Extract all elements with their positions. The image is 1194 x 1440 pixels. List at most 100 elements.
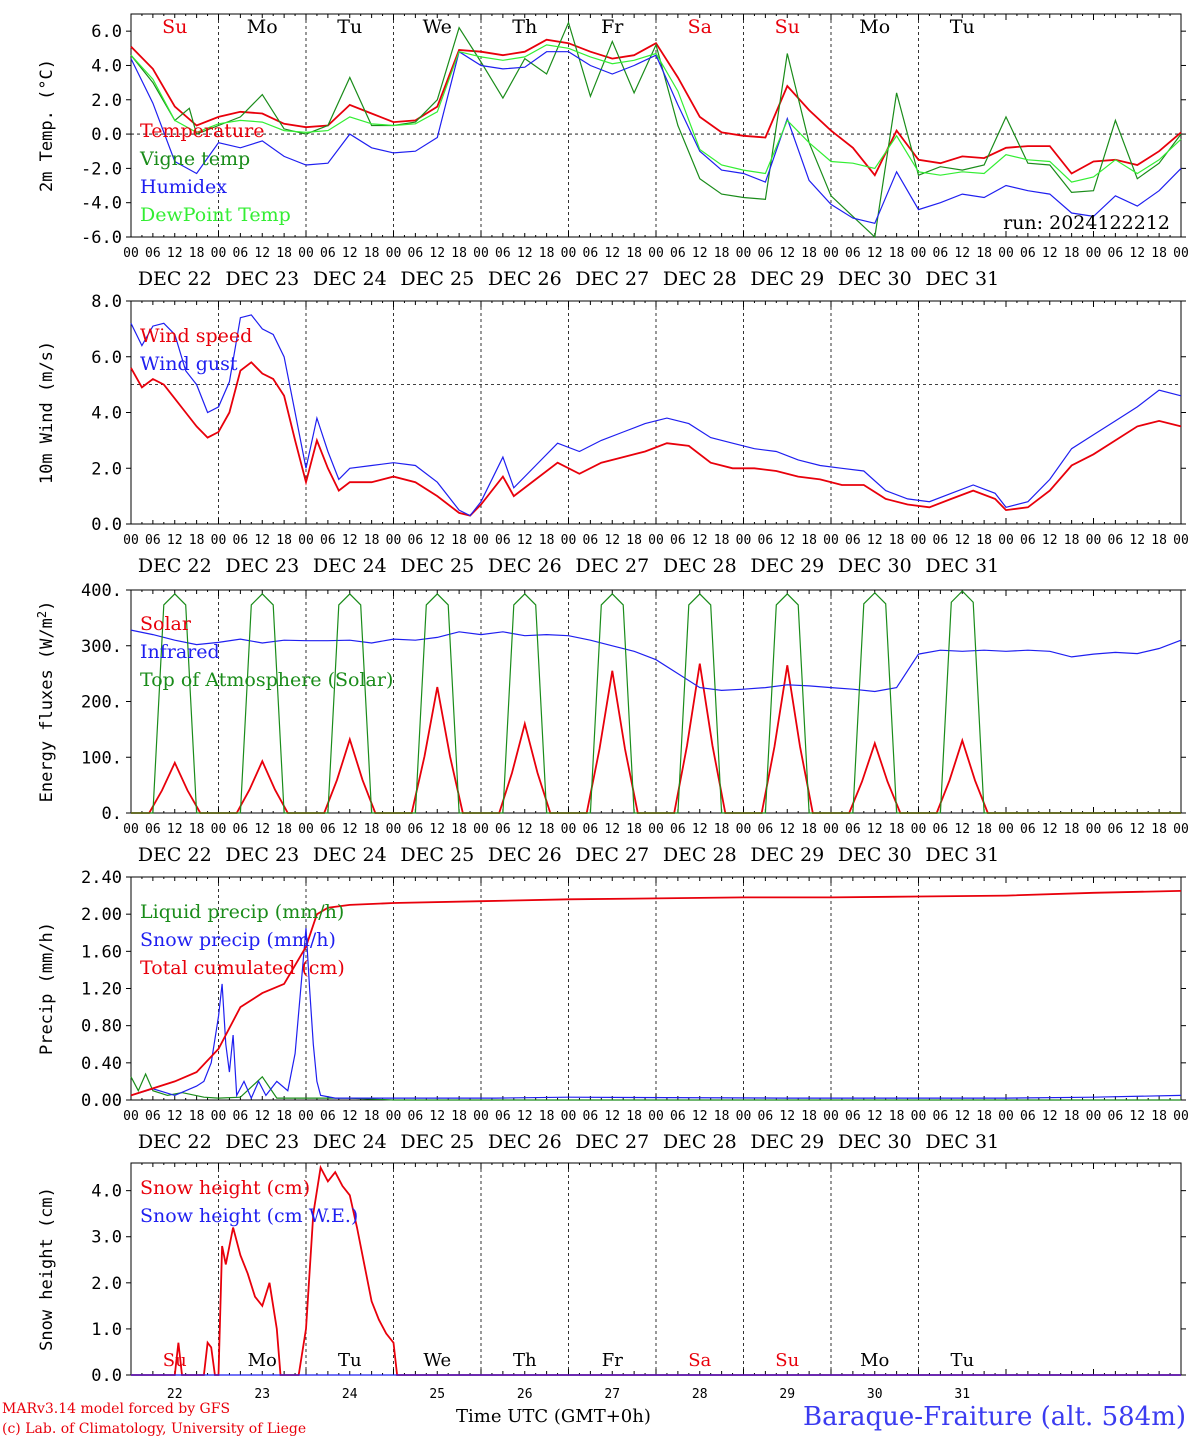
date-label: DEC 27 — [575, 1131, 649, 1153]
y-tick-label: 6.0 — [91, 348, 122, 368]
weekday-label: Sa — [688, 16, 712, 38]
hour-tick-label: 18 — [801, 1109, 817, 1124]
date-label: DEC 24 — [313, 555, 387, 577]
weekday-label: Su — [162, 16, 187, 38]
hour-tick-label: 06 — [408, 533, 424, 548]
hour-tick-label: 18 — [539, 1109, 555, 1124]
hour-tick-label: 06 — [495, 246, 511, 261]
hour-tick-label: 18 — [1064, 822, 1080, 837]
hour-tick-label: 18 — [364, 533, 380, 548]
hour-tick-label: 18 — [976, 246, 992, 261]
legend-entry: Vigne temp — [139, 148, 250, 170]
y-tick-label: 6.0 — [91, 22, 122, 42]
day-number-label: 30 — [867, 1387, 883, 1400]
hour-tick-label: 18 — [451, 246, 467, 261]
hour-tick-label: 00 — [648, 246, 664, 261]
hour-tick-label: 06 — [145, 822, 161, 837]
hour-tick-label: 06 — [1020, 822, 1036, 837]
hour-tick-label: 00 — [473, 1109, 489, 1124]
hour-tick-label: 00 — [561, 533, 577, 548]
hour-tick-label: 06 — [758, 1109, 774, 1124]
hour-tick-label: 00 — [298, 1109, 314, 1124]
hour-tick-label: 18 — [276, 533, 292, 548]
run-annotation: run: 2024122212 — [1003, 212, 1170, 234]
hour-tick-label: 06 — [408, 246, 424, 261]
y-tick-label: 0.0 — [91, 125, 122, 145]
day-number-label: 25 — [429, 1387, 445, 1400]
hour-tick-label: 00 — [648, 822, 664, 837]
hour-tick-label: 00 — [211, 533, 227, 548]
hour-tick-label: 18 — [1064, 1109, 1080, 1124]
meteogram: -6.0 -4.0 -2.0 0.0 2.0 4.0 6.0 2m Temp. (°C) Tem… — [35, 13, 1189, 1400]
hour-tick-label: 00 — [1173, 533, 1189, 548]
hour-tick-label: 06 — [145, 246, 161, 261]
hour-tick-label: 06 — [320, 533, 336, 548]
hour-tick-label: 12 — [342, 246, 358, 261]
date-label: DEC 30 — [838, 1131, 912, 1153]
hour-tick-label: 18 — [1151, 533, 1167, 548]
hour-tick-label: 18 — [801, 246, 817, 261]
legend-entry: Top of Atmosphere (Solar) — [140, 669, 393, 691]
y-tick-label: 100. — [81, 748, 122, 768]
hour-tick-label: 18 — [714, 533, 730, 548]
hour-tick-label: 18 — [276, 246, 292, 261]
day-number-label: 27 — [604, 1387, 620, 1400]
legend-entry: Temperature — [140, 120, 264, 142]
weekday-label: Tu — [950, 16, 975, 38]
hour-tick-label: 12 — [517, 533, 533, 548]
date-label: DEC 28 — [663, 268, 737, 290]
hour-tick-label: 18 — [976, 1109, 992, 1124]
hour-tick-label: 00 — [561, 1109, 577, 1124]
y-tick-label: 2.0 — [91, 459, 122, 479]
hour-tick-label: 00 — [123, 822, 139, 837]
weekday-label: Tu — [337, 16, 362, 38]
date-label: DEC 25 — [400, 555, 474, 577]
hour-tick-label: 06 — [1020, 1109, 1036, 1124]
day-number-label: 24 — [342, 1387, 358, 1400]
hour-tick-label: 06 — [1108, 822, 1124, 837]
hour-tick-label: 18 — [714, 246, 730, 261]
hour-tick-label: 00 — [823, 246, 839, 261]
date-label: DEC 26 — [488, 268, 562, 290]
hour-tick-label: 00 — [211, 822, 227, 837]
hour-tick-label: 18 — [364, 1109, 380, 1124]
hour-tick-label: 18 — [451, 822, 467, 837]
weekday-label: Th — [512, 16, 537, 38]
panel-5: 0.0 1.0 2.0 3.0 4.0 Snow height (cm) Snow heig… — [37, 1162, 1186, 1400]
hour-tick-label: 00 — [386, 1109, 402, 1124]
hour-tick-label: 12 — [167, 1109, 183, 1124]
date-label: DEC 24 — [313, 268, 387, 290]
hour-tick-label: 12 — [167, 533, 183, 548]
date-label: DEC 29 — [750, 1131, 824, 1153]
hour-tick-label: 00 — [386, 822, 402, 837]
hour-tick-label: 18 — [189, 246, 205, 261]
date-label: DEC 29 — [750, 555, 824, 577]
hour-tick-label: 06 — [1108, 246, 1124, 261]
hour-tick-label: 06 — [670, 533, 686, 548]
date-label: DEC 29 — [750, 268, 824, 290]
hour-tick-label: 18 — [626, 533, 642, 548]
hour-tick-label: 18 — [539, 533, 555, 548]
date-label: DEC 25 — [400, 1131, 474, 1153]
hour-tick-label: 06 — [933, 246, 949, 261]
hour-tick-label: 00 — [998, 246, 1014, 261]
hour-tick-label: 00 — [561, 822, 577, 837]
hour-tick-label: 12 — [867, 822, 883, 837]
series-line-infrared — [130, 629, 1182, 693]
hour-tick-label: 12 — [1042, 822, 1058, 837]
hour-tick-label: 18 — [1151, 246, 1167, 261]
hour-tick-label: 06 — [233, 246, 249, 261]
date-label: DEC 23 — [225, 555, 299, 577]
hour-tick-label: 00 — [823, 533, 839, 548]
y-tick-label: 2.00 — [81, 905, 122, 925]
series-line-snow-precip-mm-h- — [130, 928, 1182, 1100]
hour-tick-label: 00 — [298, 533, 314, 548]
hour-tick-label: 12 — [1129, 533, 1145, 548]
hour-tick-label: 18 — [976, 822, 992, 837]
hour-tick-label: 06 — [583, 822, 599, 837]
y-tick-label: 4.0 — [91, 1182, 122, 1202]
series-line-humidex — [130, 50, 1182, 225]
hour-tick-label: 12 — [342, 822, 358, 837]
date-label: DEC 26 — [488, 555, 562, 577]
hour-tick-label: 12 — [342, 1109, 358, 1124]
